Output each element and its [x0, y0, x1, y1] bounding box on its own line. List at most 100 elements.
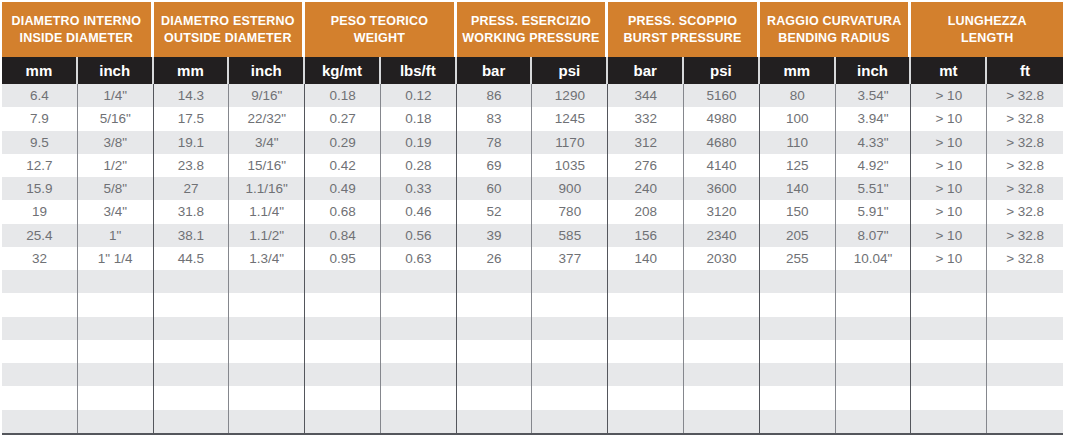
- table-cell: > 10: [911, 200, 987, 223]
- unit-cell: lbs/ft: [381, 57, 457, 84]
- table-cell: 7.9: [2, 107, 78, 130]
- table-cell: [305, 293, 381, 316]
- table-cell: [684, 386, 760, 409]
- table-cell: [532, 270, 608, 293]
- table-cell: [305, 340, 381, 363]
- spec-table: DIAMETRO INTERNOINSIDE DIAMETERDIAMETRO …: [2, 2, 1063, 435]
- header-title-en: WEIGHT: [354, 30, 405, 47]
- header-group-cell: RAGGIO CURVATURABENDING RADIUS: [760, 2, 912, 57]
- table-cell: 78: [457, 131, 533, 154]
- table-cell: [987, 317, 1063, 340]
- table-cell: 31.8: [154, 200, 230, 223]
- table-cell: 12.7: [2, 154, 78, 177]
- table-cell: 1.3/4": [229, 247, 305, 270]
- table-cell: 19: [2, 200, 78, 223]
- table-cell: 1290: [532, 84, 608, 107]
- table-cell: 1.1/2": [229, 224, 305, 247]
- table-cell: > 32.8: [987, 84, 1063, 107]
- table-cell: [154, 386, 230, 409]
- table-cell: [836, 386, 912, 409]
- table-cell: 1" 1/4: [78, 247, 154, 270]
- header-title-it: PESO TEORICO: [331, 13, 429, 30]
- table-cell: 3/8": [78, 131, 154, 154]
- table-cell: 3/4": [229, 131, 305, 154]
- unit-cell: psi: [532, 57, 608, 84]
- table-cell: [532, 363, 608, 386]
- table-cell: [78, 317, 154, 340]
- table-cell: [987, 410, 1063, 433]
- table-cell: 5/16": [78, 107, 154, 130]
- table-cell: [229, 340, 305, 363]
- table-cell: > 32.8: [987, 224, 1063, 247]
- header-group-cell: PESO TEORICOWEIGHT: [305, 2, 457, 57]
- table-cell: 0.49: [305, 177, 381, 200]
- table-cell: 5160: [684, 84, 760, 107]
- table-cell: [78, 293, 154, 316]
- table-cell: [532, 386, 608, 409]
- table-cell: 1170: [532, 131, 608, 154]
- table-cell: > 10: [911, 177, 987, 200]
- table-cell: [608, 340, 684, 363]
- table-cell: 100: [760, 107, 836, 130]
- table-row: 25.41"38.11.1/2"0.840.563958515623402058…: [2, 224, 1063, 247]
- table-cell: 4140: [684, 154, 760, 177]
- header-title-en: WORKING PRESSURE: [462, 30, 599, 47]
- table-cell: [457, 386, 533, 409]
- table-cell: 22/32": [229, 107, 305, 130]
- table-row-empty: [2, 340, 1063, 363]
- table-cell: [305, 410, 381, 433]
- table-cell: 27: [154, 177, 230, 200]
- unit-cell: inch: [836, 57, 912, 84]
- table-cell: 1/2": [78, 154, 154, 177]
- table-cell: [457, 270, 533, 293]
- table-cell: > 32.8: [987, 107, 1063, 130]
- table-cell: [457, 317, 533, 340]
- table-cell: 14.3: [154, 84, 230, 107]
- header-title-en: LENGTH: [961, 30, 1014, 47]
- table-cell: [305, 317, 381, 340]
- table-cell: 17.5: [154, 107, 230, 130]
- table-cell: [987, 293, 1063, 316]
- table-cell: 15/16": [229, 154, 305, 177]
- table-cell: 312: [608, 131, 684, 154]
- header-title-it: LUNGHEZZA: [948, 13, 1027, 30]
- table-cell: [987, 270, 1063, 293]
- header-title-en: INSIDE DIAMETER: [20, 30, 133, 47]
- table-cell: [911, 293, 987, 316]
- table-cell: 83: [457, 107, 533, 130]
- table-cell: 0.27: [305, 107, 381, 130]
- table-cell: [305, 270, 381, 293]
- table-cell: [911, 410, 987, 433]
- table-cell: 5.91": [836, 200, 912, 223]
- table-cell: [78, 386, 154, 409]
- table-cell: 0.18: [381, 107, 457, 130]
- table-cell: 1245: [532, 107, 608, 130]
- table-cell: 276: [608, 154, 684, 177]
- table-cell: 80: [760, 84, 836, 107]
- table-cell: [229, 386, 305, 409]
- table-cell: [457, 363, 533, 386]
- table-cell: 0.56: [381, 224, 457, 247]
- table-units-row: mminchmminchkg/mtlbs/ftbarpsibarpsimminc…: [2, 57, 1063, 84]
- unit-cell: mt: [911, 57, 987, 84]
- table-cell: [457, 340, 533, 363]
- table-cell: [2, 270, 78, 293]
- table-cell: [684, 317, 760, 340]
- table-cell: 140: [760, 177, 836, 200]
- table-cell: [836, 410, 912, 433]
- table-cell: [229, 293, 305, 316]
- table-cell: 5.51": [836, 177, 912, 200]
- header-title-it: DIAMETRO ESTERNO: [161, 13, 295, 30]
- table-cell: 26: [457, 247, 533, 270]
- table-cell: 0.68: [305, 200, 381, 223]
- table-cell: [608, 363, 684, 386]
- table-cell: [911, 270, 987, 293]
- table-row: 7.95/16"17.522/32"0.270.1883124533249801…: [2, 107, 1063, 130]
- table-row: 321" 1/444.51.3/4"0.950.6326377140203025…: [2, 247, 1063, 270]
- table-cell: 156: [608, 224, 684, 247]
- table-cell: [381, 293, 457, 316]
- table-cell: > 32.8: [987, 177, 1063, 200]
- table-cell: 3.54": [836, 84, 912, 107]
- table-cell: 38.1: [154, 224, 230, 247]
- table-cell: 3/4": [78, 200, 154, 223]
